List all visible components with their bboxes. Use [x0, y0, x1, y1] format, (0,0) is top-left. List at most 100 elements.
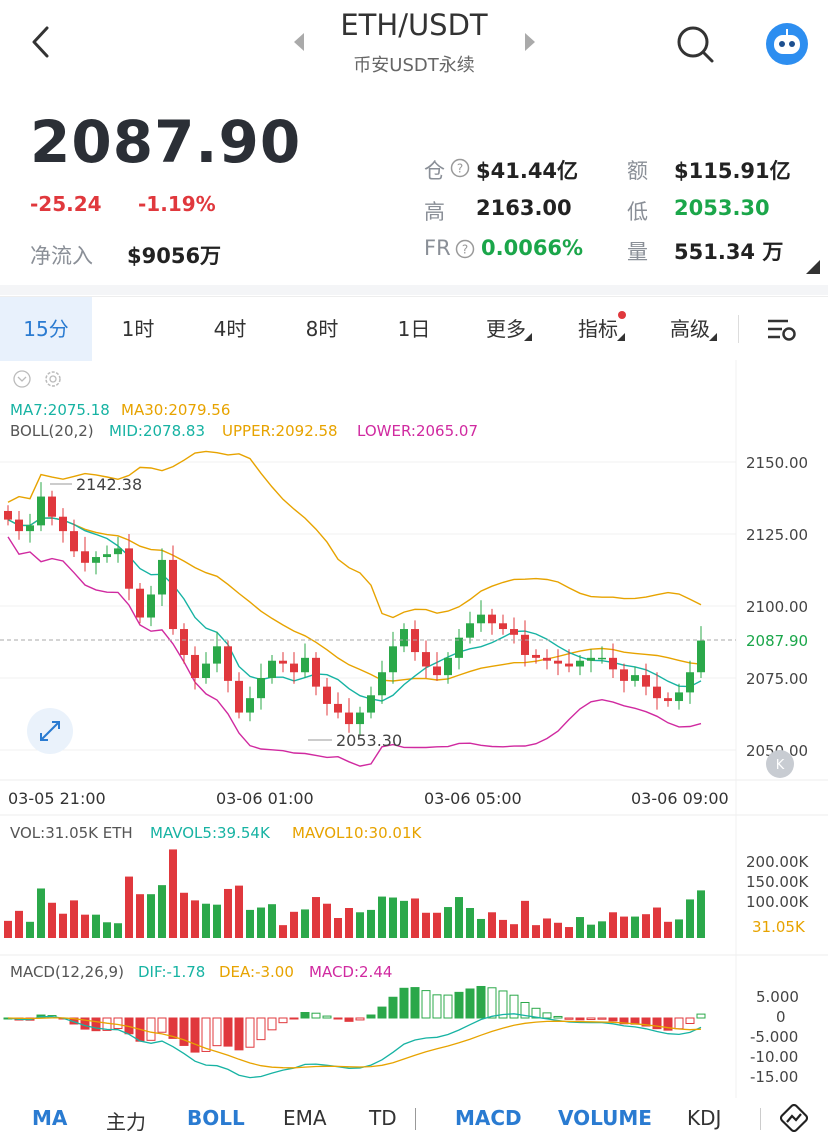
indicator-volume[interactable]: VOLUME	[558, 1106, 652, 1130]
mavol10-label: MAVOL10:30.01K	[292, 824, 422, 842]
candle	[92, 557, 100, 563]
candle	[202, 663, 210, 678]
volume-bar	[158, 885, 166, 938]
macd-bar	[179, 1017, 189, 1046]
macd-bar	[509, 994, 519, 1019]
candle	[532, 654, 540, 658]
pair-title[interactable]: ETH/USDT	[340, 8, 488, 42]
macd-y-tick: 5.000	[756, 988, 799, 1006]
boll-lower-label: LOWER:2065.07	[357, 422, 478, 440]
chart-settings-icon[interactable]	[766, 317, 796, 343]
indicator-td[interactable]: TD	[369, 1106, 397, 1130]
macd-bar	[267, 1017, 277, 1031]
candle	[609, 657, 617, 670]
volume-bar	[510, 924, 518, 938]
divider	[415, 1108, 416, 1130]
candle	[323, 686, 331, 704]
volume-bar	[224, 888, 232, 938]
macd-y-tick: -5.000	[750, 1028, 798, 1046]
macd-bar	[553, 1015, 563, 1019]
macd-bar	[333, 1017, 343, 1020]
next-pair-icon[interactable]	[525, 33, 535, 51]
macd-bar	[311, 1012, 321, 1019]
volume-bar	[268, 904, 276, 938]
search-icon[interactable]	[675, 24, 715, 64]
volume-bar	[37, 888, 45, 938]
candle	[411, 629, 419, 653]
notification-dot	[618, 311, 626, 319]
macd-bar	[91, 1017, 101, 1032]
macd-bar	[531, 1007, 541, 1019]
macd-bar	[300, 1011, 310, 1019]
tab-more[interactable]: 更多	[486, 317, 526, 341]
volume-bar	[136, 894, 144, 938]
prev-pair-icon[interactable]	[294, 33, 304, 51]
candle	[477, 614, 485, 624]
volume-bar	[499, 919, 507, 938]
indicator-kdj[interactable]: KDJ	[687, 1106, 722, 1130]
tab-advanced[interactable]: 高级	[670, 317, 710, 341]
volume-bar	[521, 900, 529, 938]
x-tick: 03-06 09:00	[631, 789, 729, 808]
kline-chart[interactable]: MA7:2075.18 MA30:2079.56 BOLL(20,2) MID:…	[0, 360, 828, 1098]
indicator-ma[interactable]: MA	[32, 1106, 68, 1130]
volume-bar	[620, 916, 628, 938]
volume-bar	[345, 908, 353, 938]
macd-bar	[685, 1017, 695, 1024]
macd-bar	[410, 987, 420, 1019]
candle	[70, 531, 78, 552]
help-icon[interactable]: ?	[455, 239, 475, 259]
y-tick: 2100.00	[746, 598, 808, 616]
tab-4h[interactable]: 4时	[213, 317, 247, 341]
chart-type-icon[interactable]	[780, 1104, 808, 1132]
volume-bar	[15, 910, 23, 938]
candle	[301, 657, 309, 673]
macd-bar	[421, 990, 431, 1019]
robot-avatar-icon[interactable]	[765, 22, 809, 66]
indicator-boll[interactable]: BOLL	[187, 1106, 245, 1130]
back-arrow-icon[interactable]	[22, 22, 62, 62]
tab-8h[interactable]: 8时	[305, 317, 339, 341]
candle	[631, 675, 639, 681]
amount-value: $115.91亿	[674, 159, 791, 183]
candle	[378, 672, 386, 696]
tab-1h[interactable]: 1时	[121, 317, 155, 341]
candle	[180, 629, 188, 655]
candle	[147, 594, 155, 618]
tab-indicators[interactable]: 指标	[578, 317, 618, 341]
indicator-main-force[interactable]: 主力	[106, 1110, 146, 1134]
candle	[675, 692, 683, 702]
indicator-ema[interactable]: EMA	[283, 1106, 327, 1130]
macd-bar	[608, 1017, 618, 1022]
macd-bar	[432, 994, 442, 1019]
indicator-macd[interactable]: MACD	[455, 1106, 522, 1130]
macd-bar	[443, 994, 453, 1019]
ma30-line	[7, 517, 702, 682]
candle	[312, 657, 320, 687]
collapse-icon[interactable]	[13, 370, 31, 388]
fullscreen-button[interactable]	[27, 708, 73, 754]
divider	[0, 285, 828, 295]
mavol5-label: MAVOL5:39.54K	[150, 824, 271, 842]
tab-15m[interactable]: 15分	[0, 297, 92, 361]
scroll-latest-button[interactable]: K	[766, 750, 794, 778]
volume-bar	[664, 921, 672, 938]
candle	[114, 548, 122, 555]
settings-gear-icon[interactable]	[45, 371, 61, 387]
candle	[466, 623, 474, 638]
funding-rate-value: 0.0066%	[481, 236, 584, 260]
tab-1d[interactable]: 1日	[397, 317, 431, 341]
svg-text:?: ?	[457, 162, 463, 176]
last-price-tag-text: 2087.90	[746, 632, 808, 650]
volume-bar	[70, 900, 78, 938]
volume-bar	[26, 921, 34, 938]
help-icon[interactable]: ?	[450, 158, 470, 178]
market-subtitle: 币安USDT永续	[353, 55, 475, 76]
expand-corner-icon[interactable]	[806, 260, 820, 274]
ma30-label: MA30:2079.56	[121, 401, 230, 419]
candle	[125, 548, 133, 589]
macd-bar	[586, 1017, 596, 1021]
macd-hist-label: MACD:2.44	[309, 963, 392, 981]
volume-bar	[697, 890, 705, 938]
volume-bar	[400, 900, 408, 938]
